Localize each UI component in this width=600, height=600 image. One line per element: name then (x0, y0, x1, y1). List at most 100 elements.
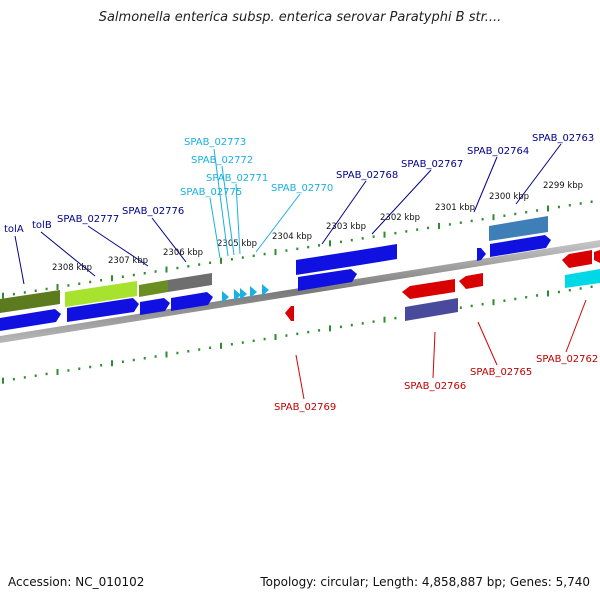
gene-tolA-block[interactable] (0, 290, 60, 313)
label-leader-lines (14, 143, 587, 400)
gene-tolB-block[interactable] (65, 281, 137, 307)
forward-arrow[interactable] (140, 298, 170, 315)
gene-label-spab02764[interactable]: SPAB_02764 (467, 146, 529, 157)
reverse-arrow-spab02766[interactable] (402, 279, 455, 299)
gene-labels: tolA tolB SPAB_02777 SPAB_02776 SPAB_027… (4, 133, 598, 413)
minor-tick (557, 205, 560, 209)
forward-arrow[interactable] (298, 269, 357, 291)
gene-label-spab02762[interactable]: SPAB_02762 (536, 354, 598, 365)
minor-tick (230, 258, 233, 261)
ruler-label: 2306 kbp (163, 248, 203, 258)
forward-arrow[interactable] (0, 309, 61, 331)
major-tick (547, 290, 549, 297)
reverse-feature-row[interactable] (285, 250, 600, 321)
minor-tick (89, 365, 92, 369)
minor-tick (23, 376, 26, 379)
forward-arrow[interactable] (490, 235, 551, 257)
minor-tick (121, 275, 124, 278)
leader-line (473, 156, 498, 213)
minor-tick (568, 288, 571, 292)
minor-tick (143, 357, 146, 360)
minor-tick (372, 320, 375, 323)
ruler-label: 2308 kbp (52, 263, 92, 273)
minor-tick (100, 278, 103, 282)
minor-tick (209, 261, 212, 265)
minor-tick (557, 290, 560, 294)
leader-line (40, 231, 96, 277)
minor-tick (579, 202, 582, 205)
small-cyan-arrow[interactable] (262, 284, 269, 296)
minor-tick (590, 285, 593, 289)
gene-label-spab02776[interactable]: SPAB_02776 (122, 206, 184, 217)
minor-tick (252, 339, 255, 343)
major-tick (547, 205, 549, 212)
leader-line (565, 299, 587, 353)
forward-arrow[interactable] (171, 292, 213, 311)
ruler-label: 2299 kbp (543, 181, 583, 191)
gene-spab02766-block[interactable] (405, 298, 458, 321)
small-cyan-arrow[interactable] (222, 291, 229, 303)
leader-line (321, 180, 367, 245)
gene-label-spab02768[interactable]: SPAB_02768 (336, 170, 398, 181)
minor-tick (45, 372, 48, 376)
minor-tick (263, 252, 266, 256)
gene-label-spab02775[interactable]: SPAB_02775 (180, 187, 242, 198)
minor-tick (187, 350, 190, 353)
small-cyan-arrow[interactable] (240, 288, 247, 300)
forward-arrow-row[interactable] (0, 235, 551, 331)
minor-tick (318, 329, 321, 332)
forward-arrow[interactable] (477, 248, 486, 261)
small-cyan-arrow[interactable] (234, 289, 241, 301)
minor-tick (568, 203, 571, 207)
reverse-arrow-spab02765[interactable] (459, 273, 483, 289)
reverse-arrow-spab02762[interactable] (562, 250, 592, 268)
minor-tick (67, 284, 70, 287)
gene-label-spab02770[interactable]: SPAB_02770 (271, 183, 333, 194)
gene-label-tolB[interactable]: tolB (32, 220, 52, 231)
minor-tick (394, 231, 397, 235)
gene-label-spab02777[interactable]: SPAB_02777 (57, 214, 119, 225)
gene-spab02762-block[interactable] (565, 269, 600, 288)
gene-spab02777-block[interactable] (139, 280, 168, 297)
reverse-arrow-spab02769[interactable] (285, 306, 294, 321)
minor-tick (459, 221, 462, 224)
minor-tick (176, 266, 179, 270)
gene-label-spab02772[interactable]: SPAB_02772 (191, 155, 253, 166)
reverse-arrow-edge[interactable] (594, 250, 600, 263)
gene-label-spab02766[interactable]: SPAB_02766 (404, 381, 466, 392)
gene-label-spab02767[interactable]: SPAB_02767 (401, 159, 463, 170)
major-tick (438, 222, 440, 229)
major-tick (2, 292, 4, 299)
minor-tick (579, 287, 582, 290)
minor-tick (416, 228, 419, 231)
gene-spab02768-block[interactable] (296, 251, 354, 275)
minor-tick (525, 295, 528, 299)
minor-tick (132, 273, 135, 277)
gene-spab02767-block[interactable] (354, 244, 397, 266)
major-tick (492, 299, 495, 306)
gene-label-spab02765[interactable]: SPAB_02765 (470, 367, 532, 378)
leader-line (14, 235, 25, 285)
forward-arrow[interactable] (67, 298, 139, 322)
minor-tick (89, 280, 92, 284)
gene-label-spab02771[interactable]: SPAB_02771 (206, 173, 268, 184)
minor-tick (536, 294, 539, 297)
leader-line (255, 193, 301, 253)
gene-spab02776-block[interactable] (168, 273, 212, 292)
leader-line (151, 217, 187, 263)
leader-line (371, 169, 432, 235)
minor-tick (45, 287, 48, 291)
minor-tick (296, 332, 299, 336)
leader-line (87, 225, 149, 267)
gene-label-tolA[interactable]: tolA (4, 224, 24, 235)
gene-spab02764-block[interactable] (489, 216, 548, 241)
gene-label-spab02773[interactable]: SPAB_02773 (184, 137, 246, 148)
gene-label-spab02769[interactable]: SPAB_02769 (274, 402, 336, 413)
gene-label-spab02763[interactable]: SPAB_02763 (532, 133, 594, 144)
minor-tick (481, 302, 484, 306)
minor-tick (252, 254, 255, 258)
upper-feature-row[interactable] (0, 216, 548, 313)
small-cyan-arrow[interactable] (250, 286, 257, 298)
major-tick (274, 334, 277, 341)
